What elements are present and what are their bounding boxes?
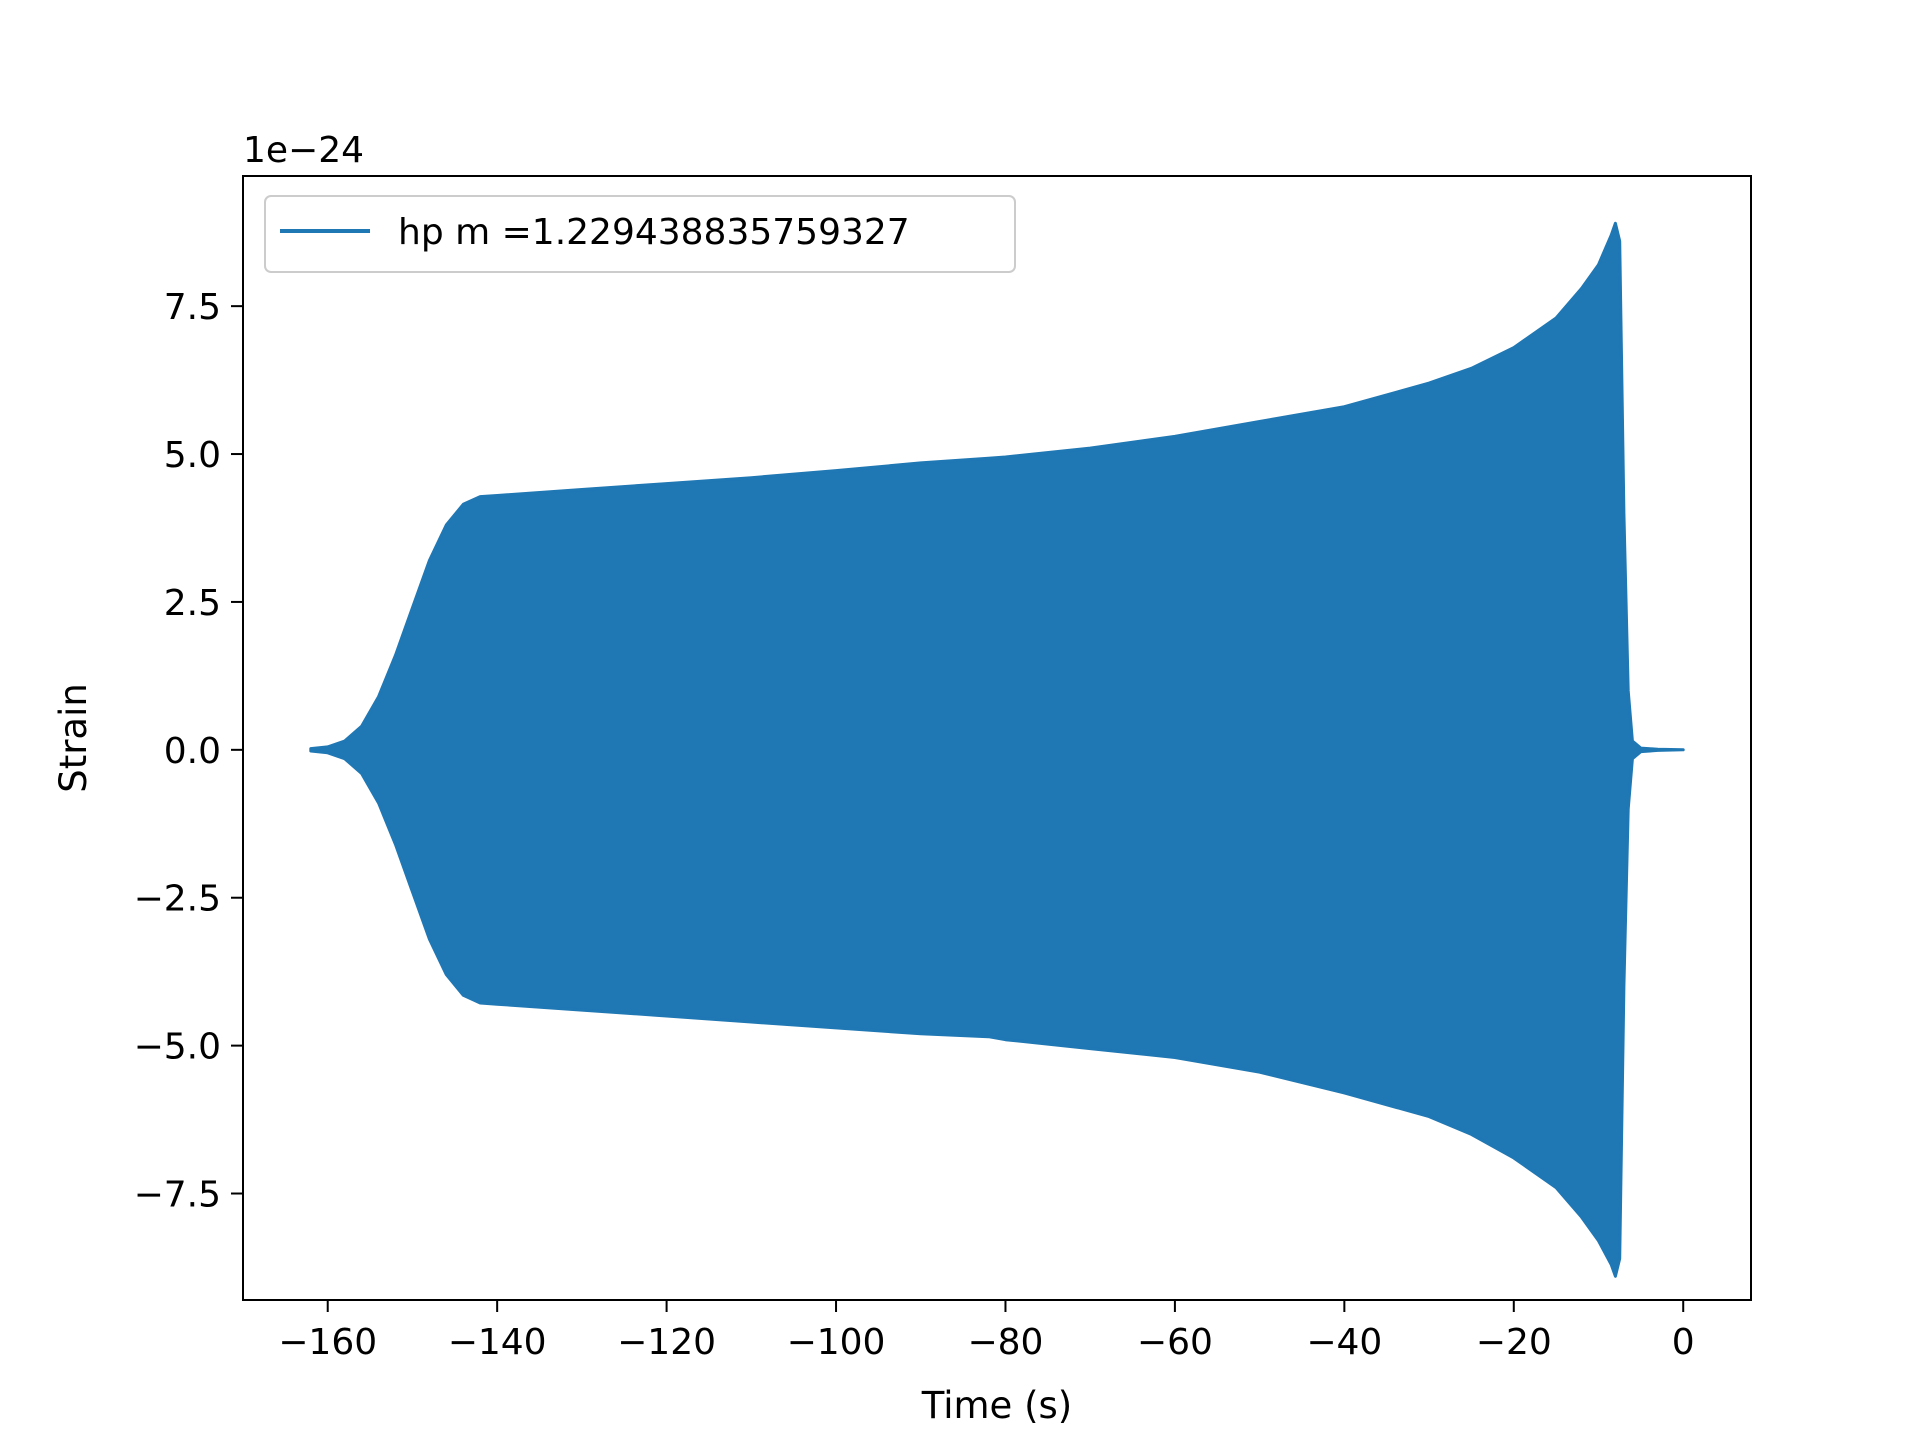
x-tick-label: −40 (1306, 1322, 1382, 1363)
x-tick-label: −80 (967, 1322, 1043, 1363)
y-tick-label: 2.5 (164, 583, 221, 624)
x-tick-label: −140 (448, 1322, 547, 1363)
x-tick-label: 0 (1672, 1322, 1695, 1363)
y-axis-label: Strain (52, 683, 95, 793)
x-tick-label: −160 (278, 1322, 377, 1363)
x-tick-label: −60 (1137, 1322, 1213, 1363)
y-axis-ticks: −7.5 −5.0 −2.5 0.0 2.5 5.0 7.5 (134, 287, 243, 1216)
y-offset-label: 1e−24 (243, 130, 364, 171)
y-tick-label: 0.0 (164, 731, 221, 772)
y-tick-label: 5.0 (164, 435, 221, 476)
x-tick-label: −100 (787, 1322, 886, 1363)
plot-frame (242, 175, 1752, 1301)
x-tick-label: −20 (1476, 1322, 1552, 1363)
legend-entry-label: hp m =1.229438835759327 (398, 212, 910, 253)
x-axis-ticks: −160 −140 −120 −100 −80 −60 −40 −20 0 (278, 1300, 1695, 1363)
y-tick-label: −2.5 (134, 879, 221, 920)
x-axis-label: Time (s) (921, 1384, 1072, 1427)
legend: hp m =1.229438835759327 (264, 195, 1016, 273)
y-tick-label: 7.5 (164, 287, 221, 328)
x-tick-label: −120 (617, 1322, 716, 1363)
series-waveform (309, 221, 1685, 1278)
legend-box (264, 195, 1016, 273)
series-layer (309, 221, 1685, 1278)
y-tick-label: −5.0 (134, 1027, 221, 1068)
y-tick-label: −7.5 (134, 1175, 221, 1216)
